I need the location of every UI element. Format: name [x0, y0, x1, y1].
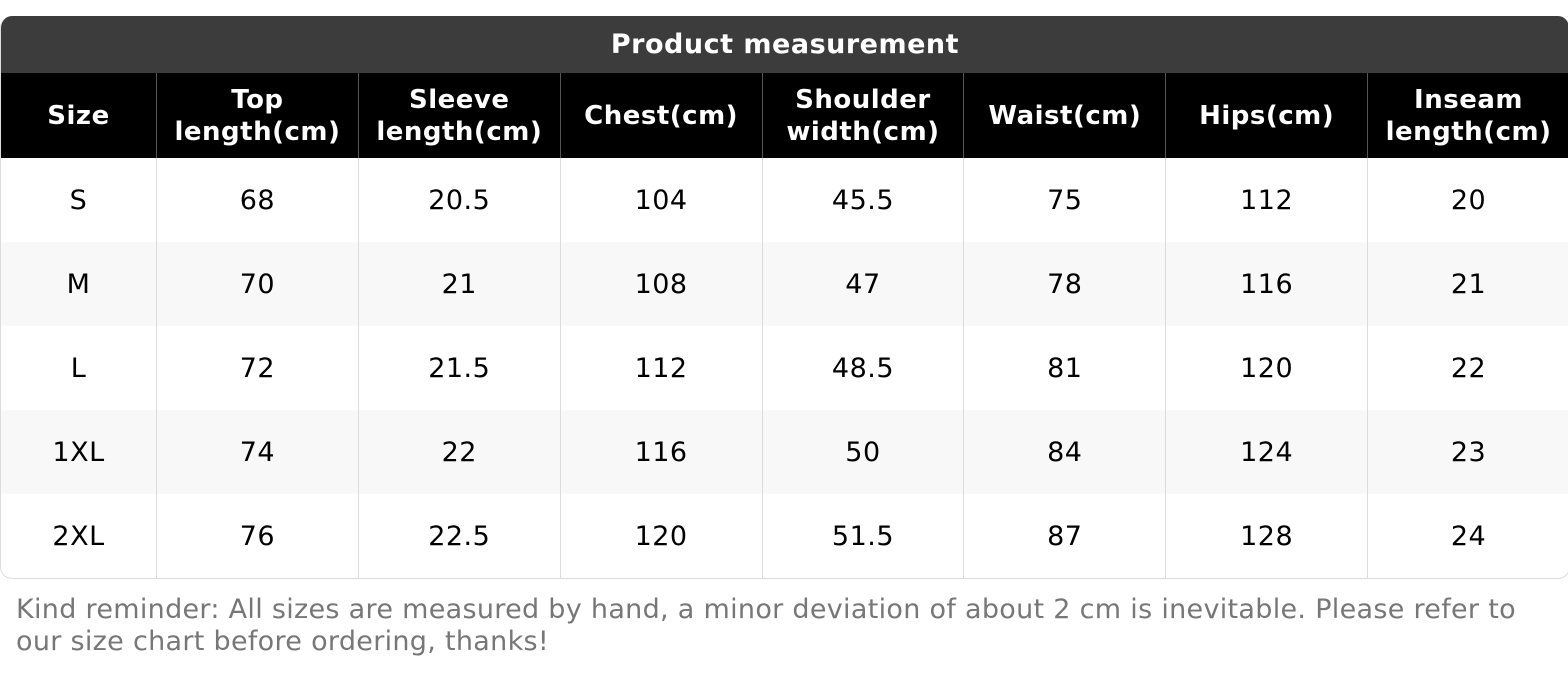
measurement-cell: 84 — [963, 410, 1166, 494]
measurement-cell: 116 — [559, 410, 762, 494]
size-cell: L — [70, 352, 87, 384]
column-header: Top length(cm) — [156, 73, 358, 158]
column-header: Sleeve length(cm) — [357, 73, 560, 158]
measurement-cell: 76 — [156, 494, 358, 578]
measurement-cell: 21 — [1367, 242, 1568, 326]
size-cell: 2XL — [52, 520, 105, 552]
measurement-cell: 50 — [761, 410, 964, 494]
measurement-cell: 21 — [357, 242, 560, 326]
measurement-cell: 108 — [559, 242, 762, 326]
table-row: S 68 20.5 104 45.5 75 112 20 — [1, 158, 1568, 242]
measurement-cell: 22 — [1367, 326, 1568, 410]
measurement-cell: 68 — [156, 158, 358, 242]
header-row: Size Top length(cm) Sleeve length(cm) Chest… — [1, 73, 1568, 158]
measurement-cell: 47 — [761, 242, 964, 326]
measurement-cell: 124 — [1165, 410, 1368, 494]
measurement-cell: 20 — [1367, 158, 1568, 242]
measurement-cell: 128 — [1165, 494, 1367, 578]
measurement-cell: 45.5 — [761, 158, 964, 242]
table-head: Product measurement Size Top length(cm) Sl… — [1, 16, 1568, 158]
measurement-cell: 116 — [1165, 242, 1368, 326]
size-table: Product measurement Size Top length(cm) Sl… — [0, 16, 1568, 579]
measurement-cell: 104 — [559, 158, 762, 242]
title-row: Product measurement — [1, 16, 1568, 73]
table-row: 1XL 74 22 116 50 84 124 23 — [1, 410, 1568, 494]
measurement-cell: 23 — [1367, 410, 1568, 494]
table-row: 2XL 76 22.5 120 51.5 87 128 24 — [1, 494, 1568, 578]
column-header: Inseam length(cm) — [1367, 73, 1568, 158]
table-row: L 72 21.5 112 48.5 81 120 22 — [1, 326, 1568, 410]
column-header: Chest(cm) — [559, 73, 762, 158]
column-header: Waist(cm) — [963, 73, 1166, 158]
size-cell: S — [69, 184, 88, 216]
reminder-note: Kind reminder: All sizes are measured by… — [16, 594, 1516, 657]
measurement-cell: 78 — [963, 242, 1166, 326]
measurement-cell: 22 — [357, 410, 560, 494]
measurement-cell: 22.5 — [357, 494, 560, 578]
measurement-cell: 51.5 — [761, 494, 964, 578]
size-cell: M — [1, 242, 156, 326]
measurement-cell: 21.5 — [357, 326, 560, 410]
column-header: Shoulder width(cm) — [761, 73, 964, 158]
measurement-cell: 112 — [559, 326, 762, 410]
table-body: S 68 20.5 104 45.5 75 112 20 M 70 21 108 47 78 116 21 L 7… — [1, 158, 1568, 578]
table-title: Product measurement — [1, 16, 1568, 73]
measurement-cell: 48.5 — [761, 326, 964, 410]
column-header: Size — [1, 73, 156, 158]
size-chart: Product measurement Size Top length(cm) Sl… — [0, 16, 1568, 579]
measurement-cell: 20.5 — [357, 158, 560, 242]
measurement-cell: 72 — [156, 326, 358, 410]
measurement-cell: 81 — [963, 326, 1165, 410]
table-row: M 70 21 108 47 78 116 21 — [1, 242, 1568, 326]
column-header: Hips(cm) — [1165, 73, 1368, 158]
measurement-cell: 120 — [1165, 326, 1367, 410]
measurement-cell: 74 — [156, 410, 358, 494]
measurement-cell: 24 — [1367, 494, 1568, 578]
measurement-cell: 75 — [963, 158, 1165, 242]
measurement-cell: 87 — [963, 494, 1165, 578]
size-cell: 1XL — [1, 410, 156, 494]
measurement-cell: 70 — [156, 242, 358, 326]
measurement-cell: 120 — [559, 494, 762, 578]
measurement-cell: 112 — [1165, 158, 1367, 242]
